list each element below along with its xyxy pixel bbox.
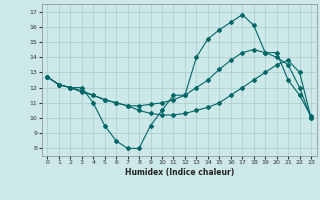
X-axis label: Humidex (Indice chaleur): Humidex (Indice chaleur) bbox=[124, 168, 234, 177]
